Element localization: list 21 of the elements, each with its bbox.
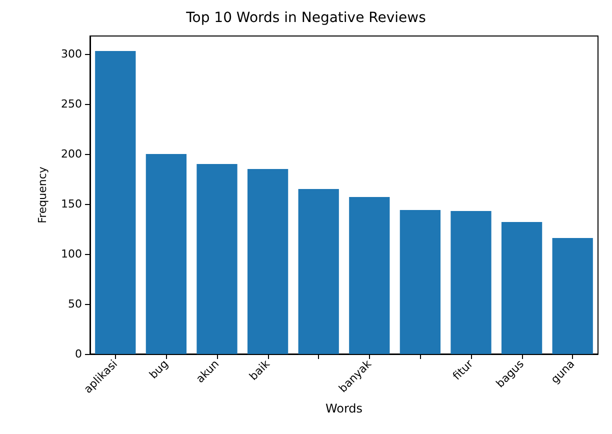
bar [196, 164, 238, 354]
y-tick-label: 50 [68, 298, 82, 310]
bar [247, 169, 288, 354]
bar [298, 189, 339, 354]
y-tick-label: 0 [75, 348, 82, 360]
bar [146, 154, 187, 354]
y-tick-label: 200 [61, 148, 82, 160]
y-tick-label: 150 [61, 198, 82, 210]
bar [501, 222, 542, 354]
bar [450, 211, 492, 354]
y-tick-label: 100 [61, 248, 82, 260]
y-tick-label: 250 [61, 98, 82, 110]
bar [349, 197, 390, 354]
chart-title: Top 10 Words in Negative Reviews [185, 10, 426, 26]
bar [400, 210, 441, 354]
x-axis-title: Words [325, 401, 363, 416]
y-tick-label: 300 [61, 48, 82, 60]
bar [95, 51, 136, 354]
x-tick-label: bug [146, 357, 171, 382]
y-axis-title: Frequency [36, 166, 49, 224]
bar [552, 238, 593, 354]
